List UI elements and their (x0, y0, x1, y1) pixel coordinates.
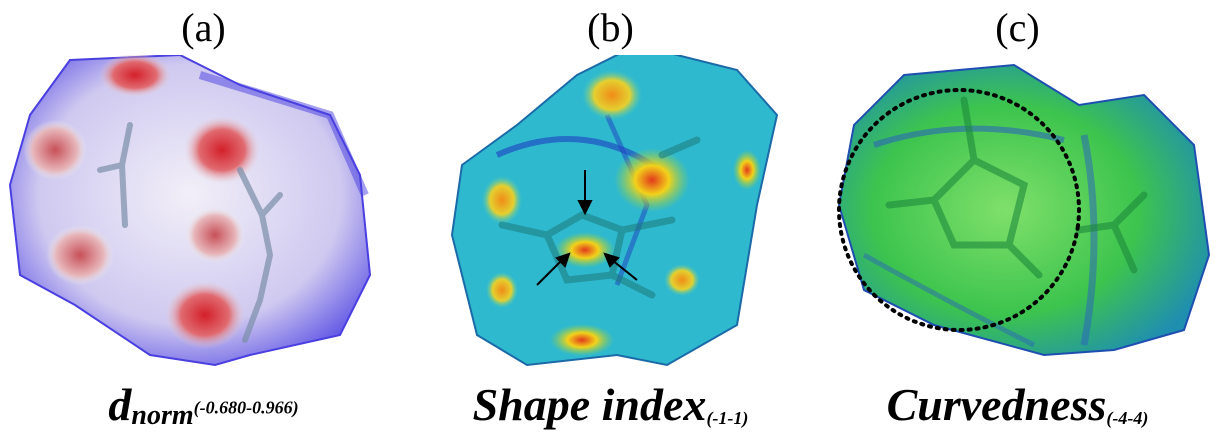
caption-curvedness: Curvedness(-4-4) (814, 378, 1221, 431)
panel-dnorm: (a) (0, 0, 407, 432)
panel-curvedness: (c) Curvedness(-4-4) (814, 0, 1221, 432)
caption-dnorm: dnorm(-0.680-0.966) (0, 378, 407, 432)
caption-shape-index-base: Shape index (473, 379, 707, 430)
dnorm-surface-image (0, 55, 407, 375)
curvedness-surface-image (814, 55, 1221, 375)
panel-label-b: (b) (407, 8, 814, 48)
caption-shape-index-range: (-1-1) (706, 408, 748, 428)
caption-dnorm-base: d (108, 379, 131, 430)
panel-label-a: (a) (0, 8, 407, 48)
panel-shape-index: (b) (407, 0, 814, 432)
panel-label-c: (c) (814, 8, 1221, 48)
caption-curvedness-base: Curvedness (887, 379, 1107, 430)
caption-curvedness-range: (-4-4) (1106, 408, 1148, 428)
caption-dnorm-sub: norm (131, 400, 193, 431)
caption-dnorm-range: (-0.680-0.966) (194, 398, 299, 418)
shape-index-surface-image (407, 55, 814, 375)
caption-shape-index: Shape index(-1-1) (407, 378, 814, 431)
